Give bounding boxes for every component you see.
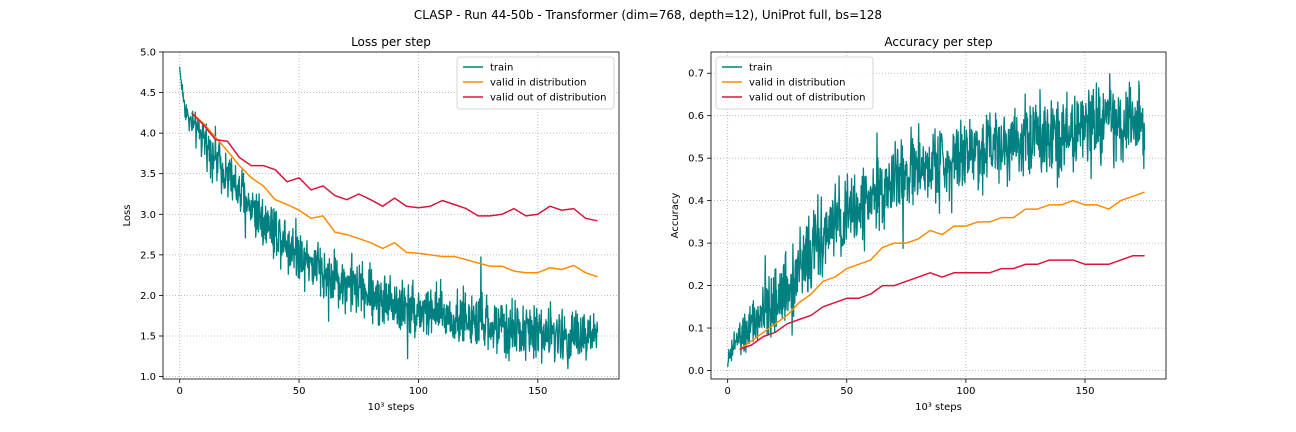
accuracy-chart: 0 50 100 150 0.0 0.1 0.2 0.3 0.4 0.5 0.6 0.7 Accurac… xyxy=(670,35,1167,413)
y-tick-label: 2.0 xyxy=(140,291,156,302)
legend-label: valid in distribution xyxy=(490,78,586,89)
legend-label: train xyxy=(490,63,513,74)
series-line-train xyxy=(179,66,599,370)
x-axis-label: 10³ steps xyxy=(368,402,415,413)
legend-label: train xyxy=(749,63,772,74)
y-axis-label: Loss xyxy=(122,205,133,227)
y-tick-label: 0.3 xyxy=(688,239,704,250)
y-tick-label: 0.0 xyxy=(688,366,704,377)
y-tick-label: 1.5 xyxy=(140,331,156,342)
y-tick-label: 2.5 xyxy=(140,250,156,261)
x-tick-label: 0 xyxy=(724,386,730,397)
legend-box xyxy=(456,56,615,110)
axes-frame xyxy=(710,51,1167,380)
axes-frame xyxy=(162,51,620,380)
series-line-valid-out-of-distribution xyxy=(191,112,598,222)
x-tick-label: 150 xyxy=(1075,386,1094,397)
plot-area xyxy=(179,66,599,370)
y-tick-label: 0.5 xyxy=(688,154,704,165)
x-tick-label: 50 xyxy=(840,386,853,397)
plot-area xyxy=(727,73,1146,367)
chart-title: Loss per step xyxy=(351,35,431,49)
legend-label: valid out of distribution xyxy=(490,93,607,104)
y-tick-label: 0.7 xyxy=(688,69,704,80)
series-line-valid-in-distribution xyxy=(739,191,1145,350)
y-tick-label: 0.2 xyxy=(688,281,704,292)
y-tick-label: 3.0 xyxy=(140,210,156,221)
chart-title: Accuracy per step xyxy=(884,35,992,49)
legend-label: valid out of distribution xyxy=(749,93,866,104)
series-line-valid-out-of-distribution xyxy=(739,255,1145,351)
y-tick-label: 0.1 xyxy=(688,324,704,335)
y-tick-label: 4.0 xyxy=(140,129,156,140)
y-tick-label: 1.0 xyxy=(140,372,156,383)
y-axis-label: Accuracy xyxy=(670,193,681,239)
x-tick-label: 100 xyxy=(956,386,975,397)
y-tick-label: 4.5 xyxy=(140,88,156,99)
y-tick-label: 5.0 xyxy=(140,48,156,59)
legend: train valid in distribution valid out of d… xyxy=(715,56,874,110)
series-line-valid-in-distribution xyxy=(191,112,598,278)
figure-title: CLASP - Run 44-50b - Transformer (dim=76… xyxy=(414,8,882,22)
series-line-train xyxy=(727,73,1146,367)
legend: train valid in distribution valid out of d… xyxy=(456,56,615,110)
x-tick-label: 0 xyxy=(177,386,183,397)
legend-box xyxy=(715,56,874,110)
x-tick-label: 150 xyxy=(528,386,547,397)
x-axis-label: 10³ steps xyxy=(915,402,962,413)
y-tick-label: 3.5 xyxy=(140,169,156,180)
y-tick-label: 0.4 xyxy=(688,196,704,207)
x-tick-label: 100 xyxy=(409,386,428,397)
x-tick-label: 50 xyxy=(293,386,306,397)
loss-chart: 0 50 100 150 1.0 1.5 2.0 2.5 3.0 3.5 4.0 4.5 5.0 Loss… xyxy=(122,35,620,413)
y-tick-label: 0.6 xyxy=(688,111,704,122)
legend-label: valid in distribution xyxy=(749,78,845,89)
